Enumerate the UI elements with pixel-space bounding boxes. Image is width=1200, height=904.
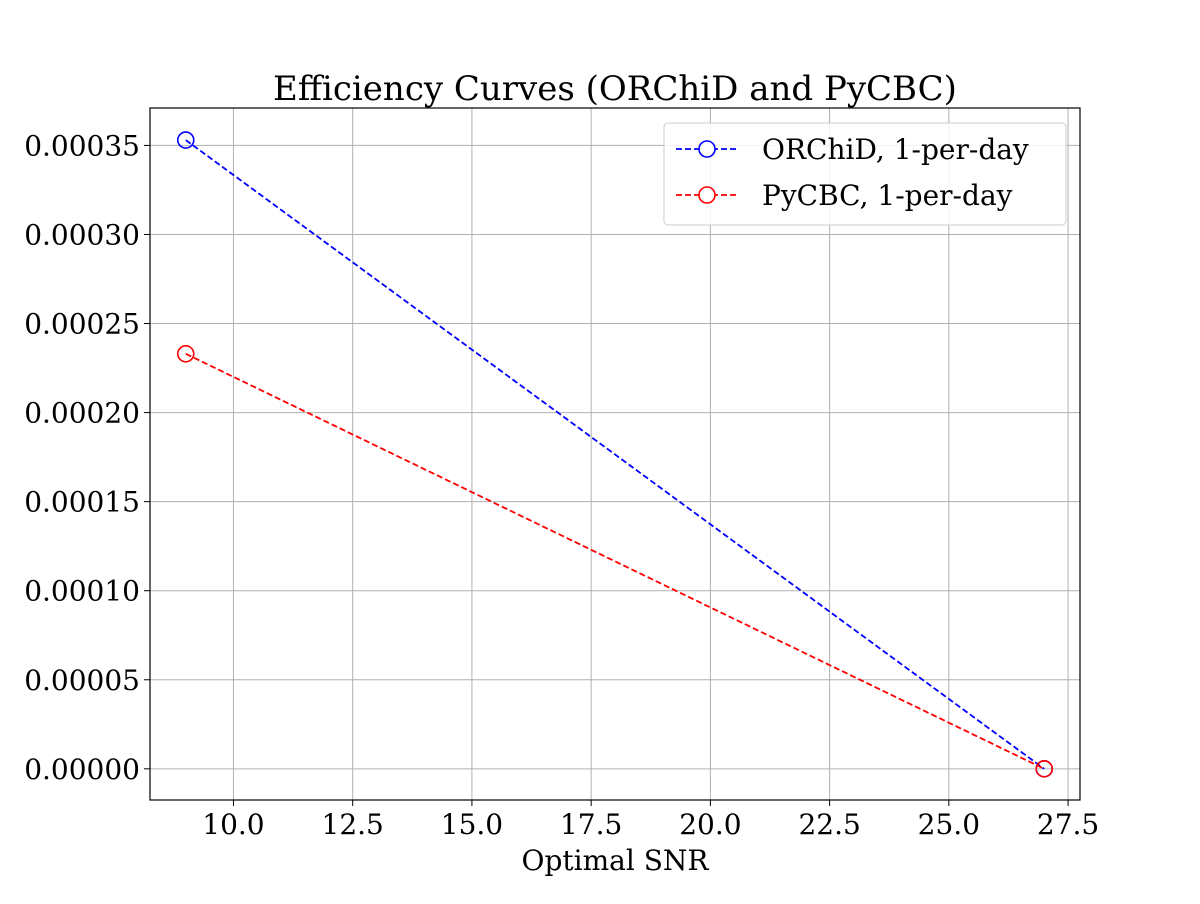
y-tick-label: 0.00010 [24, 575, 140, 608]
legend: ORChiD, 1-per-day PyCBC, 1-per-day [663, 122, 1067, 226]
plot-frame [149, 107, 1081, 801]
y-tick-label: 0.00030 [24, 218, 140, 251]
y-tick-label: 0.00015 [24, 486, 140, 519]
y-tick-label: 0.00005 [24, 664, 140, 697]
y-tick-label: 0.00025 [24, 308, 140, 341]
x-tick-label: 10.0 [202, 808, 264, 841]
x-axis-label: Optimal SNR [522, 844, 710, 877]
series-line-1 [185, 352, 1045, 770]
x-tick-label: 27.5 [1037, 808, 1099, 841]
y-tick-label: 0.00000 [24, 753, 140, 786]
legend-marker-1 [698, 186, 716, 204]
x-tick-label: 22.5 [798, 808, 860, 841]
series-1-point [1035, 760, 1054, 778]
legend-marker-0 [698, 140, 716, 158]
series-1-point [176, 345, 195, 363]
chart-title: Efficiency Curves (ORChiD and PyCBC) [273, 69, 957, 109]
axis-ticks: 10.0 12.5 15.0 17.5 20.0 22.5 25.0 27.5 0.00000 0… [24, 129, 1099, 841]
legend-box [663, 122, 1067, 226]
x-tick-label: 17.5 [560, 808, 622, 841]
series-0-point [176, 131, 195, 149]
legend-label-0: ORChiD, 1-per-day [762, 133, 1029, 166]
x-tick-label: 12.5 [322, 808, 384, 841]
series-line-0 [185, 139, 1045, 770]
y-tick-label: 0.00035 [24, 129, 140, 162]
x-tick-label: 20.0 [679, 808, 741, 841]
series-layer [176, 131, 1054, 778]
x-tick-label: 25.0 [918, 808, 980, 841]
x-tick-label: 15.0 [441, 808, 503, 841]
legend-label-1: PyCBC, 1-per-day [762, 179, 1013, 212]
y-tick-label: 0.00020 [24, 397, 140, 430]
